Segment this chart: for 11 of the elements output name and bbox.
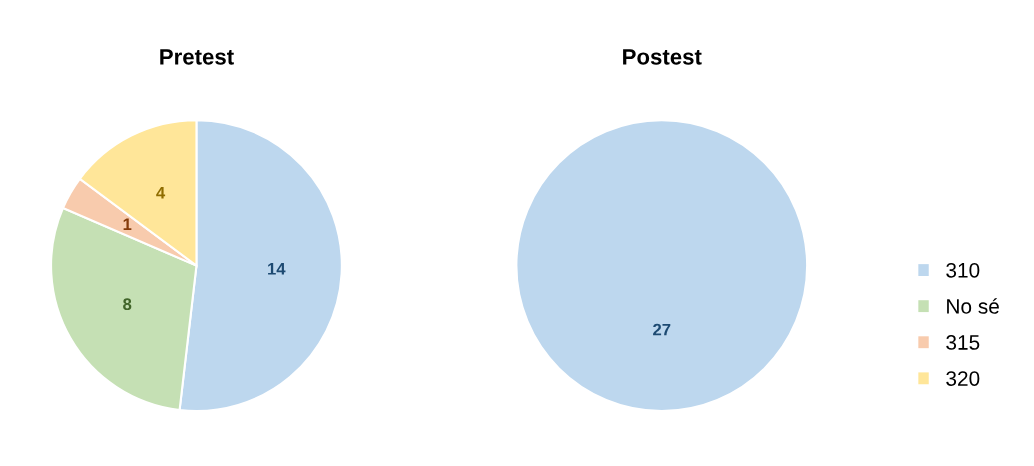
- legend-label: 310: [946, 262, 980, 278]
- legend-label: No sé: [947, 298, 999, 314]
- data-label: 4: [156, 187, 166, 199]
- chart-title: Postest: [623, 49, 702, 65]
- data-label: 14: [268, 263, 286, 275]
- legend-label: 320: [946, 371, 980, 386]
- data-label: 27: [653, 323, 671, 336]
- chart-title: Pretest: [160, 49, 234, 65]
- data-label: 8: [123, 298, 132, 311]
- data-label: 1: [123, 218, 132, 230]
- legend-label: 315: [946, 335, 980, 350]
